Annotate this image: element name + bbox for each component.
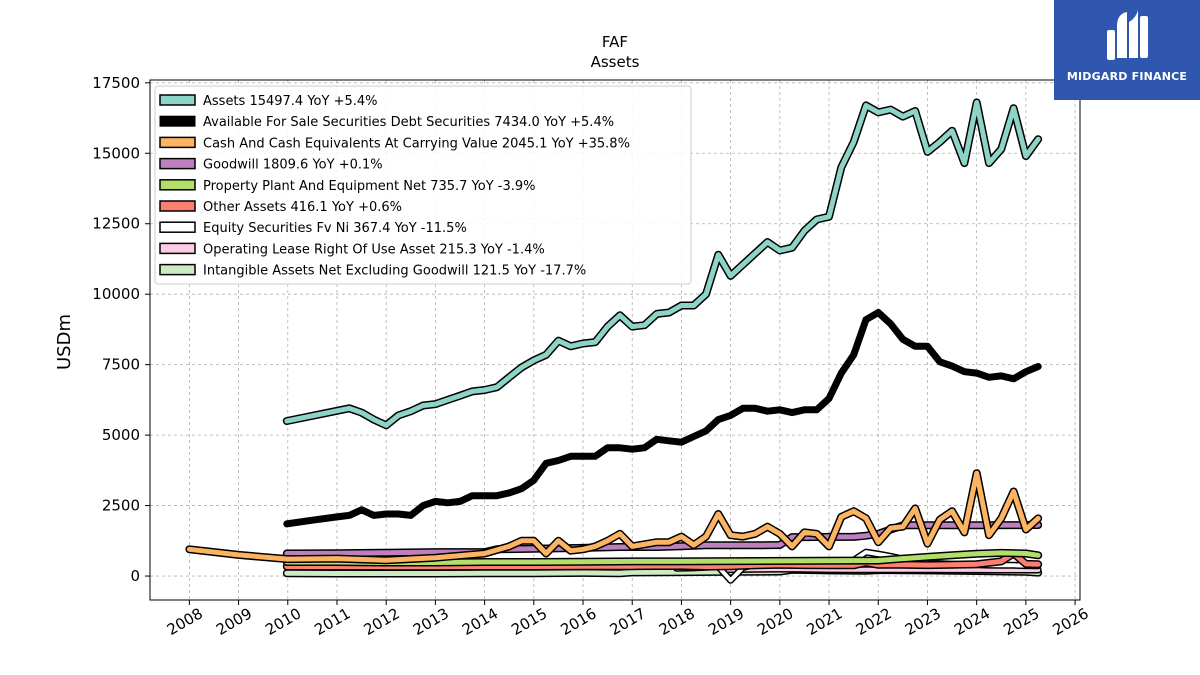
y-tick-label: 17500 xyxy=(92,74,140,92)
legend-box xyxy=(154,85,692,285)
legend-entry: Equity Securities Fv Ni 367.4 YoY -11.5% xyxy=(203,221,467,236)
x-tick-label: 2025 xyxy=(1000,604,1042,639)
brand-logo: MIDGARD FINANCE xyxy=(1054,0,1200,100)
series-line xyxy=(284,551,1041,570)
y-tick-label: 15000 xyxy=(92,144,140,162)
x-tick-label: 2010 xyxy=(262,604,304,639)
plot-frame xyxy=(149,79,1081,601)
x-tick-label: 2016 xyxy=(557,604,599,639)
x-tick-label: 2019 xyxy=(705,604,747,639)
legend-swatch xyxy=(159,115,196,127)
legend-entry: Available For Sale Securities Debt Secur… xyxy=(203,115,614,130)
legend-swatch xyxy=(159,179,196,191)
chart-subtitle: Assets xyxy=(591,53,640,71)
legend-entry: Property Plant And Equipment Net 735.7 Y… xyxy=(203,179,536,194)
x-tick-label: 2008 xyxy=(164,604,206,639)
series-line xyxy=(723,567,1041,572)
legend-swatch xyxy=(159,242,196,255)
x-tick-label: 2014 xyxy=(459,604,501,639)
legend-swatch xyxy=(159,136,196,149)
y-tick-label: 0 xyxy=(130,567,140,585)
legend-entry: Goodwill 1809.6 YoY +0.1% xyxy=(203,158,383,173)
legend-entry: Other Assets 416.1 YoY +0.6% xyxy=(203,200,402,215)
legend-entry: Intangible Assets Net Excluding Goodwill… xyxy=(203,264,586,279)
series-2 xyxy=(185,469,1043,565)
series-line xyxy=(186,470,1041,563)
legend-swatch xyxy=(159,157,196,170)
x-tick-label: 2015 xyxy=(508,604,550,639)
x-tick-label: 2026 xyxy=(1050,604,1092,639)
x-tick-label: 2012 xyxy=(361,604,403,639)
x-tick-label: 2020 xyxy=(754,604,796,639)
x-tick-label: 2018 xyxy=(656,604,698,639)
series-7 xyxy=(722,565,1042,574)
legend-swatch xyxy=(159,200,196,212)
legend-entry: Assets 15497.4 YoY +5.4% xyxy=(203,94,378,109)
y-tick-label: 12500 xyxy=(92,215,140,233)
series-5 xyxy=(282,549,1043,571)
y-tick-label: 7500 xyxy=(102,356,140,374)
x-tick-label: 2022 xyxy=(853,604,895,639)
legend: Assets 15497.4 YoY +5.4% Available For Sa… xyxy=(154,85,692,285)
series-line xyxy=(283,309,1042,528)
y-tick-label: 10000 xyxy=(92,285,140,303)
series-layer xyxy=(185,98,1043,584)
series-0 xyxy=(282,98,1043,430)
y-tick-label: 5000 xyxy=(102,426,140,444)
legend-swatch xyxy=(159,263,196,276)
x-tick-label: 2017 xyxy=(607,604,649,639)
brand-name: MIDGARD FINANCE xyxy=(1066,70,1188,83)
brand-logo-mark xyxy=(1107,10,1148,60)
legend-swatch xyxy=(159,94,196,106)
legend-swatch xyxy=(159,221,196,233)
legend-entry: Cash And Cash Equivalents At Carrying Va… xyxy=(203,136,630,151)
series-1 xyxy=(283,309,1042,528)
series-line xyxy=(284,100,1041,428)
y-axis-label: USDm xyxy=(54,314,75,370)
x-tick-label: 2024 xyxy=(951,604,993,639)
y-tick-label: 2500 xyxy=(102,497,140,515)
x-tick-label: 2013 xyxy=(410,604,452,639)
x-tick-label: 2009 xyxy=(213,604,255,639)
x-tick-label: 2021 xyxy=(804,604,846,639)
chart-title: FAF xyxy=(602,33,628,51)
x-tick-label: 2023 xyxy=(902,604,944,639)
legend-entry: Operating Lease Right Of Use Asset 215.3… xyxy=(203,242,545,257)
x-tick-label: 2011 xyxy=(311,604,353,639)
